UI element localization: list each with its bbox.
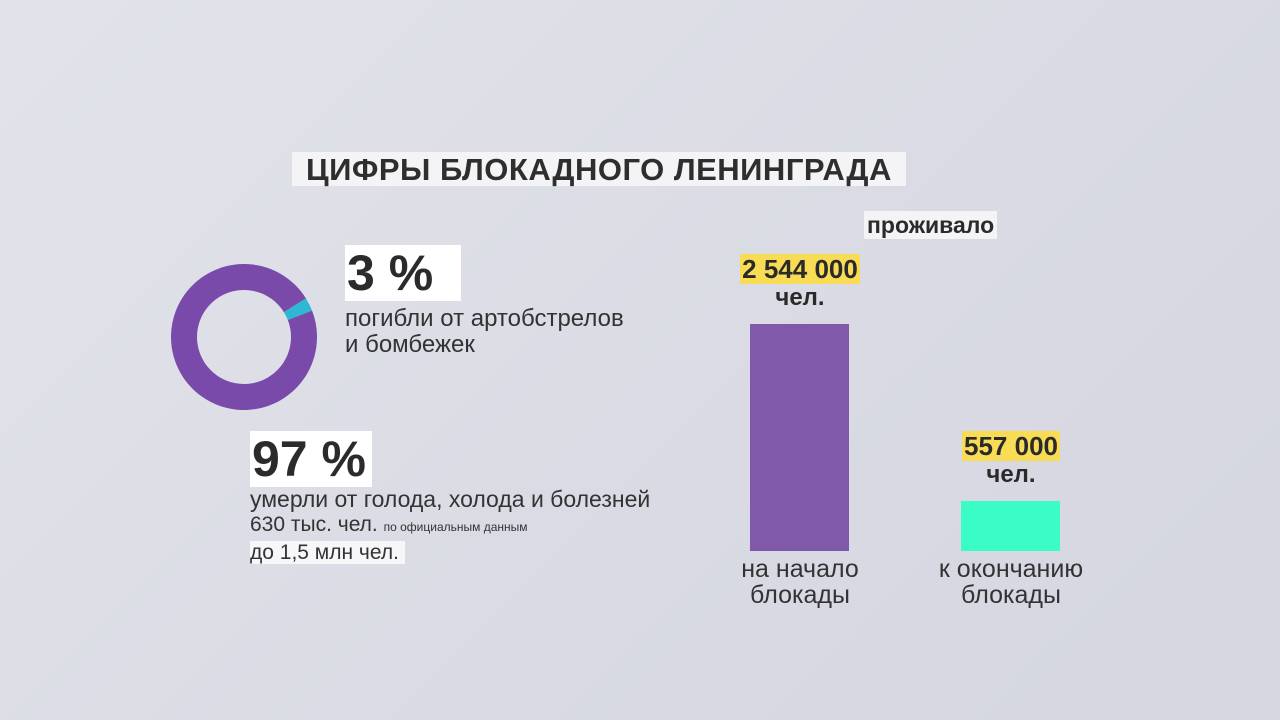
bar-value-label: 557 000 чел. [911,431,1111,489]
percent-small: 3 % [345,245,462,301]
bar-unit: чел. [775,284,825,311]
category-line: на начало [741,555,859,583]
bar-value: 2 544 000 [740,254,860,284]
donut-chart [171,264,317,410]
stat-large: 97 % умерли от голода, холода и болезней… [250,431,651,566]
stat-small: 3 % погибли от артобстрелов и бомбежек [345,245,624,358]
bar [750,324,849,551]
desc-small-1: погибли от артобстрелов [345,305,624,332]
percent-large: 97 % [250,431,372,487]
bar-value-label: 2 544 000 чел. [700,254,900,312]
donut-slice [283,298,313,321]
bars-heading: проживало [864,211,998,239]
upto-count: до 1,5 млн чел. [250,541,405,564]
official-count: 630 тыс. чел. [250,513,378,536]
official-note: по официальным данным [383,520,528,534]
category-line: блокады [750,581,850,609]
bar-value: 557 000 [962,431,1060,462]
bar-category-label: к окончанию блокады [901,556,1121,608]
category-line: блокады [961,581,1061,609]
bar [961,501,1060,551]
desc-large: умерли от голода, холода и болезней [250,486,651,512]
desc-small-2: и бомбежек [345,331,475,358]
category-line: к окончанию [938,555,1084,583]
page-title: ЦИФРЫ БЛОКАДНОГО ЛЕНИНГРАДА [292,152,906,187]
bar-unit: чел. [986,461,1036,489]
donut-slice [171,264,317,410]
bar-category-label: на начало блокады [690,556,910,608]
